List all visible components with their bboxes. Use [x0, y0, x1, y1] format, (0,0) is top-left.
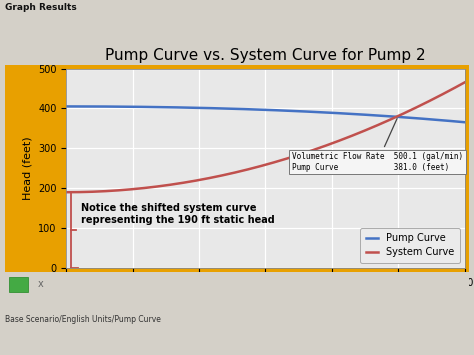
Pump Curve [462, 120, 467, 124]
Bar [9, 277, 28, 291]
System Curve [351, 133, 356, 137]
X-axis label: Volumetric Flow Rate (gal/min): Volumetric Flow Rate (gal/min) [180, 293, 351, 303]
System Curve [111, 189, 117, 193]
System Curve [353, 132, 359, 136]
Text: Base Scenario/English Units/Pump Curve: Base Scenario/English Units/Pump Curve [5, 315, 161, 324]
System Curve [221, 173, 227, 177]
Pump Curve [353, 112, 359, 116]
Line: Pump Curve: Pump Curve [66, 106, 465, 122]
Line: System Curve: System Curve [66, 82, 465, 192]
Text: Notice the shifted system curve
representing the 190 ft static head: Notice the shifted system curve represen… [81, 203, 275, 225]
Y-axis label: Head (feet): Head (feet) [23, 136, 33, 200]
Text: Volumetric Flow Rate  500.1 (gal/min)
Pump Curve            381.0 (feet): Volumetric Flow Rate 500.1 (gal/min) Pum… [292, 119, 463, 171]
Title: Pump Curve vs. System Curve for Pump 2: Pump Curve vs. System Curve for Pump 2 [105, 48, 426, 63]
Text: Graph Results: Graph Results [5, 3, 76, 12]
Pump Curve [221, 106, 227, 111]
Pump Curve [193, 106, 199, 110]
Pump Curve [314, 110, 319, 114]
System Curve [314, 147, 319, 151]
System Curve [462, 80, 467, 84]
Pump Curve [351, 112, 356, 116]
Pump Curve [111, 104, 117, 109]
Pump Curve [64, 104, 69, 109]
Text: x: x [37, 279, 43, 289]
Legend: Pump Curve, System Curve: Pump Curve, System Curve [360, 228, 460, 263]
System Curve [193, 179, 199, 183]
System Curve [64, 190, 69, 194]
